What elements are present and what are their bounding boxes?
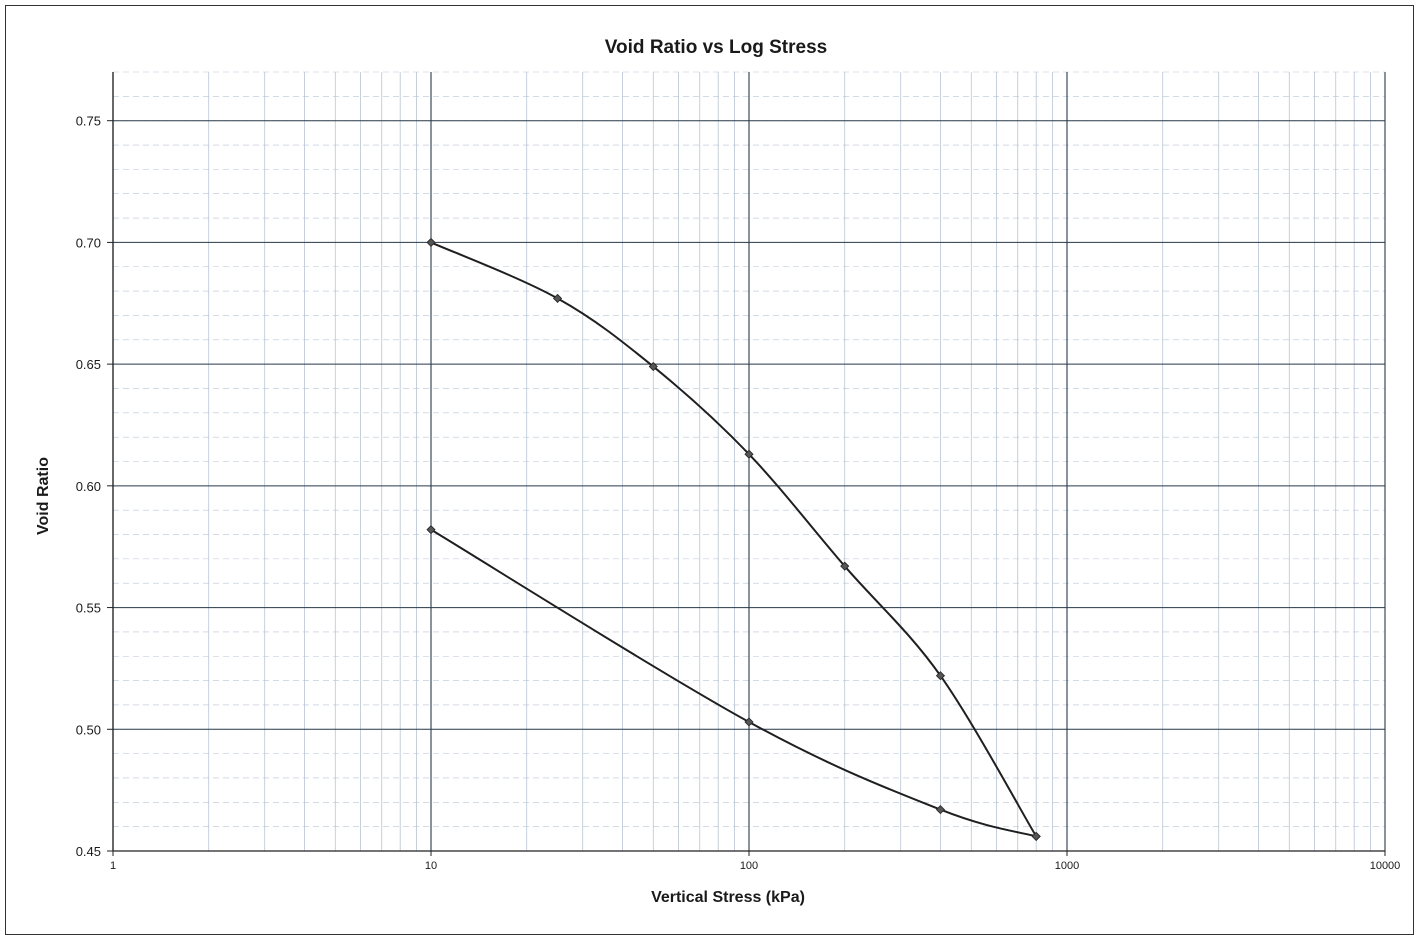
x-tick-label: 1000	[1055, 860, 1079, 872]
grid	[112, 71, 1386, 852]
data-point-unloading	[935, 805, 946, 815]
x-tick-labels: 1 10 100 1000 10000	[110, 860, 1400, 872]
y-tick-labels: 0.45 0.50 0.55 0.60 0.65 0.70 0.75	[76, 114, 101, 859]
series-line-unloading	[430, 528, 1037, 838]
x-tick-label: 100	[740, 860, 758, 872]
data-point-unloading	[426, 525, 436, 535]
data-point-loading	[744, 449, 754, 459]
chart-title: Void Ratio vs Log Stress	[605, 37, 827, 58]
data-point-loading	[552, 293, 563, 303]
data-point-loading	[426, 237, 436, 247]
data-point-loading	[840, 561, 850, 571]
x-tick-label: 1	[110, 860, 116, 872]
y-tick-label: 0.45	[76, 844, 101, 859]
y-tick-label: 0.75	[76, 114, 101, 129]
series-group	[426, 237, 1041, 841]
y-tick-label: 0.55	[76, 601, 101, 616]
x-axis-label: Vertical Stress (kPa)	[651, 889, 805, 906]
x-tick-label: 10000	[1370, 860, 1401, 872]
series-line-loading	[430, 241, 1038, 837]
y-axis-label: Void Ratio	[35, 457, 52, 535]
y-tick-label: 0.50	[76, 722, 101, 737]
y-tick-label: 0.70	[76, 235, 101, 250]
axes	[107, 72, 1386, 856]
chart-frame: Void Ratio vs Log Stress 0.45 0.50 0.55 0.6…	[5, 5, 1414, 935]
data-point-loading	[935, 671, 946, 681]
void-ratio-chart: Void Ratio vs Log Stress 0.45 0.50 0.55 0.6…	[35, 37, 1400, 906]
x-tick-label: 10	[425, 860, 437, 872]
y-tick-label: 0.60	[76, 479, 101, 494]
data-point-unloading	[744, 717, 754, 727]
data-point-loading	[648, 361, 658, 372]
y-tick-label: 0.65	[76, 357, 101, 372]
data-point-unloading	[1031, 831, 1041, 841]
